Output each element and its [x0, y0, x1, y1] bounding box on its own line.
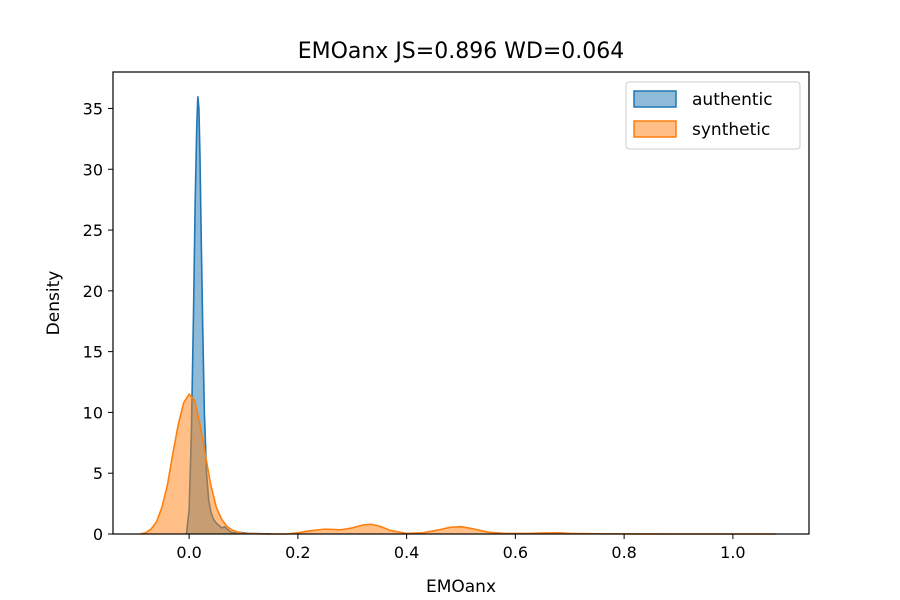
y-tick-label: 15 [83, 343, 103, 362]
x-tick-label: 0.8 [611, 543, 636, 562]
legend-label-authentic: authentic [692, 90, 773, 110]
x-axis: 0.0 0.2 0.4 0.6 0.8 1.0 [176, 534, 746, 562]
plot-area [112, 71, 810, 535]
y-axis-label: Density [44, 271, 64, 336]
chart-title: EMOanx JS=0.896 WD=0.064 [298, 39, 625, 64]
legend-swatch-authentic [633, 90, 677, 108]
y-tick-label: 0 [93, 525, 103, 544]
y-tick-label: 35 [83, 99, 103, 118]
series-layer [140, 96, 777, 535]
legend-label-synthetic: synthetic [692, 120, 770, 140]
y-tick-label: 10 [83, 403, 103, 422]
x-tick-label: 0.2 [285, 543, 310, 562]
series-area-synthetic [140, 394, 777, 534]
x-axis-label: EMOanx [426, 577, 496, 597]
y-tick-label: 20 [83, 282, 103, 301]
y-tick-label: 25 [83, 221, 103, 240]
plot-frame [112, 71, 810, 535]
x-tick-label: 1.0 [720, 543, 745, 562]
series-line-synthetic [140, 392, 777, 535]
x-tick-label: 0.4 [394, 543, 419, 562]
y-axis: 0 5 10 15 20 25 30 35 [83, 99, 113, 544]
x-tick-label: 0.0 [176, 543, 201, 562]
x-tick-label: 0.6 [503, 543, 528, 562]
y-tick-label: 5 [93, 464, 103, 483]
legend-swatch-synthetic [633, 120, 677, 138]
y-tick-label: 30 [83, 160, 103, 179]
legend: authentic synthetic [625, 81, 801, 150]
